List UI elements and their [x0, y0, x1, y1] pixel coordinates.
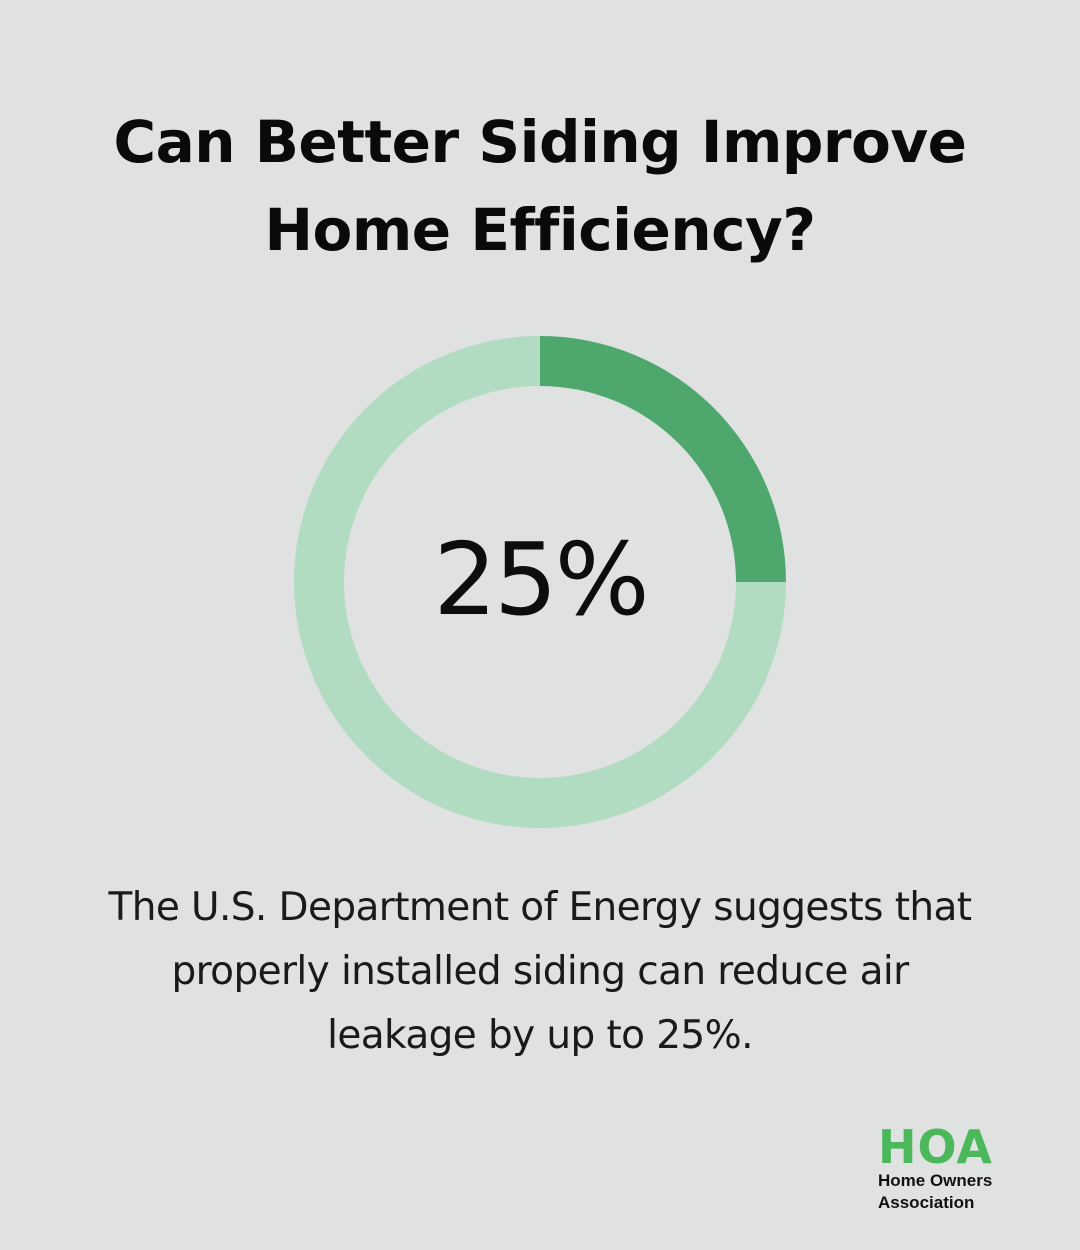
caption-line-3: leakage by up to 25%.	[327, 1013, 753, 1058]
logo-mark: HOA	[878, 1120, 993, 1174]
page-title: Can Better Siding Improve Home Efficienc…	[40, 98, 1040, 274]
logo-line-2: Association	[878, 1193, 975, 1212]
donut-slices	[294, 336, 786, 828]
title-line-1: Can Better Siding Improve	[113, 108, 968, 176]
donut-center-label: 25%	[433, 521, 646, 638]
caption-line-1: The U.S. Department of Energy suggests t…	[108, 885, 972, 930]
caption: The U.S. Department of Energy suggests t…	[40, 876, 1040, 1068]
logo-line-1: Home Owners	[878, 1171, 993, 1190]
title-line-2: Home Efficiency?	[264, 196, 816, 264]
donut-slice-highlight	[540, 336, 786, 582]
hoa-logo: HOA Home Owners Association	[878, 1124, 1048, 1214]
caption-line-2: properly installed siding can reduce air	[171, 949, 909, 994]
